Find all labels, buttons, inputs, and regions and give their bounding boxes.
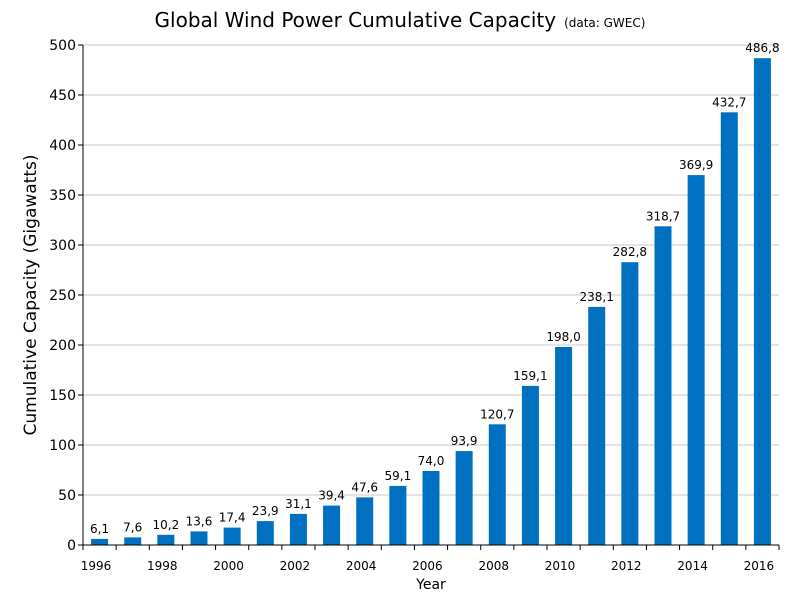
y-tick-label: 450	[49, 88, 76, 104]
bar-2004	[356, 497, 374, 545]
bar-2007	[455, 451, 473, 545]
bar-1997	[124, 537, 142, 545]
bar-2008	[488, 424, 506, 545]
y-tick-label: 400	[49, 138, 76, 154]
y-tick-label: 0	[67, 538, 76, 554]
data-label: 7,6	[123, 520, 142, 534]
y-tick-label: 150	[49, 388, 76, 404]
data-label: 39,4	[318, 489, 345, 503]
data-label: 318,7	[646, 209, 680, 223]
chart-title: Global Wind Power Cumulative Capacity (da…	[155, 8, 646, 32]
y-tick-label: 250	[49, 288, 76, 304]
data-label: 120,7	[480, 407, 514, 421]
chart-title-main: Global Wind Power Cumulative Capacity	[155, 8, 557, 32]
data-label: 159,1	[513, 369, 547, 383]
data-label: 6,1	[90, 522, 109, 536]
bar-2016	[753, 58, 771, 545]
x-tick-label: 2004	[346, 559, 377, 573]
data-label: 13,6	[186, 514, 213, 528]
x-tick-label: 2016	[744, 559, 775, 573]
data-label: 282,8	[613, 245, 647, 259]
x-axis-label: Year	[415, 577, 446, 593]
x-tick-label: 1998	[147, 559, 178, 573]
y-tick-label: 100	[49, 438, 76, 454]
bar-1998	[157, 534, 175, 545]
bar-2012	[621, 262, 639, 545]
data-label: 486,8	[745, 41, 779, 55]
bar-2015	[720, 112, 738, 546]
bar-2009	[521, 385, 539, 545]
gridlines	[83, 44, 779, 496]
data-label: 93,9	[451, 434, 478, 448]
y-ticks: 0 50 100 150 200 250 300 350 400 450 500	[49, 38, 83, 554]
x-tick-label: 2010	[545, 559, 576, 573]
chart-title-source: (data: GWEC)	[564, 16, 645, 30]
bar-1996	[91, 538, 109, 545]
data-labels: 6,1 7,6 10,2 13,6 17,4 23,9 31,1 39,4 47,6 59,1 74…	[90, 41, 780, 536]
data-label: 74,0	[418, 454, 445, 468]
bars	[91, 58, 771, 546]
data-label: 47,6	[351, 480, 378, 494]
data-label: 31,1	[285, 497, 312, 511]
y-tick-label: 350	[49, 188, 76, 204]
data-label: 10,2	[152, 518, 179, 532]
bar-2011	[588, 306, 606, 545]
y-tick-label: 50	[58, 488, 76, 504]
bar-2010	[555, 347, 573, 545]
data-label: 23,9	[252, 504, 279, 518]
x-tick-label: 2000	[213, 559, 244, 573]
data-label: 238,1	[580, 290, 614, 304]
y-tick-label: 200	[49, 338, 76, 354]
bar-2014	[687, 175, 705, 545]
y-axis-label: Cumulative Capacity (Gigawatts)	[21, 154, 41, 435]
data-label: 369,9	[679, 158, 713, 172]
y-tick-label: 300	[49, 238, 76, 254]
data-label: 198,0	[546, 330, 580, 344]
y-tick-label: 500	[49, 38, 76, 54]
data-label: 17,4	[219, 511, 246, 525]
data-label: 59,1	[384, 469, 411, 483]
bar-2000	[223, 527, 241, 545]
x-tick-label: 2012	[611, 559, 642, 573]
data-label: 432,7	[712, 95, 746, 109]
x-tick-label: 2006	[412, 559, 443, 573]
bar-1999	[190, 531, 208, 545]
x-tick-label: 2002	[280, 559, 311, 573]
bar-2002	[289, 513, 307, 545]
x-tick-label: 2014	[677, 559, 708, 573]
bar-2005	[389, 485, 407, 545]
x-ticks: 1996 1998 2000 2002 2004 2006 2008 2010 2012 2014…	[81, 545, 780, 573]
bar-2003	[323, 505, 341, 545]
x-tick-label: 2008	[478, 559, 509, 573]
bar-2001	[256, 521, 274, 545]
bar-2006	[422, 471, 440, 545]
bar-2013	[654, 226, 672, 546]
x-tick-label: 1996	[81, 559, 112, 573]
